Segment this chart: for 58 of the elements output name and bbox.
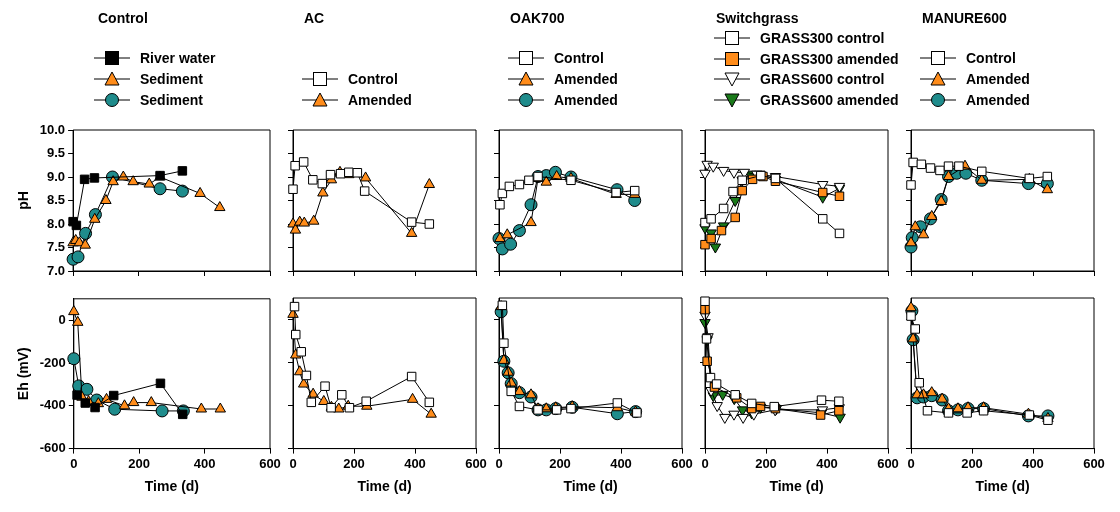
x-axis-title: Time (d) [769,478,824,495]
x-tick-label: 600 [1083,455,1105,471]
y-tick-label: 7.5 [47,239,66,255]
legend-label: Amended [348,91,412,108]
legend-label: GRASS600 amended [760,91,899,108]
x-tick-label: 400 [404,455,426,471]
x-tick-label: 0 [495,455,503,471]
chart-title: Control [98,10,148,26]
x-tick-label: 400 [610,455,632,471]
x-tick-label: 0 [70,455,78,471]
y-axis-title: pH [15,191,32,210]
x-tick-label: 0 [701,455,709,471]
x-axis-title: Time (d) [144,478,200,495]
y-tick-label: 0 [58,311,66,327]
x-tick-label: 200 [128,455,151,471]
y-tick-label: 9.5 [47,145,66,161]
legend-label: Sediment [140,91,204,108]
x-tick-label: 200 [549,455,571,471]
x-tick-label: 600 [259,455,281,471]
x-tick-label: 200 [343,455,365,471]
chart-title: OAK700 [510,10,565,26]
legend-label: GRASS300 amended [760,50,899,67]
x-tick-label: 400 [1022,455,1044,471]
x-tick-label: 0 [289,455,297,471]
y-tick-label: -600 [39,440,66,456]
legend-label: Amended [966,70,1030,87]
legend-label: GRASS300 control [760,30,885,47]
x-tick-label: 0 [907,455,915,471]
y-axis-title: Eh (mV) [15,347,32,401]
legend-label: Control [348,70,398,87]
y-tick-label: 7.0 [47,262,66,278]
y-tick-label: 10.0 [39,121,66,137]
x-tick-label: 400 [193,455,216,471]
legend-label: Sediment [140,70,204,87]
x-tick-label: 200 [961,455,983,471]
y-tick-label: -400 [39,397,66,413]
x-tick-label: 200 [755,455,777,471]
legend-label: River water [140,49,216,66]
x-tick-label: 400 [816,455,838,471]
legend-label: GRASS600 control [760,71,885,88]
x-tick-label: 600 [465,455,487,471]
x-axis-title: Time (d) [357,478,412,495]
legend-label: Amended [966,91,1030,108]
legend-label: Control [554,49,604,66]
chart-title: Switchgrass [716,10,799,26]
x-tick-label: 600 [671,455,693,471]
legend-label: Amended [554,91,618,108]
chart-title: AC [304,10,325,26]
legend-label: Amended [554,70,618,87]
y-tick-label: 8.5 [47,192,66,208]
y-tick-label: 8.0 [47,215,66,231]
legend-label: Control [966,49,1016,66]
x-axis-title: Time (d) [975,478,1030,495]
x-axis-title: Time (d) [563,478,618,495]
x-tick-label: 600 [877,455,899,471]
chart-title: MANURE600 [922,10,1007,26]
y-tick-label: 9.0 [47,168,66,184]
y-tick-label: -200 [39,354,66,370]
